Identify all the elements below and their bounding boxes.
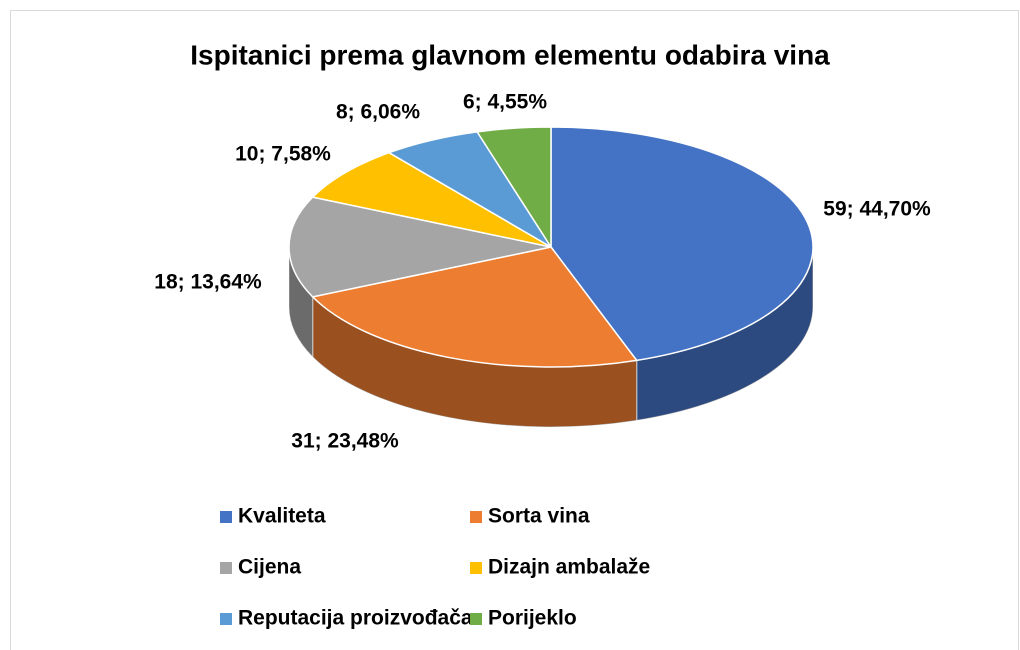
legend-swatch — [220, 562, 232, 574]
data-labels: 59; 44,70% 31; 23,48% 18; 13,64% 10; 7,58%8… — [154, 91, 931, 453]
pie-tops — [288, 126, 814, 368]
legend-label: Sorta vina — [488, 505, 590, 528]
pie-side-shade — [289, 247, 313, 357]
data-label: 6; 4,55% — [463, 91, 547, 114]
pie-side-shade — [636, 247, 813, 421]
pie-slice — [475, 126, 552, 250]
legend-label: Reputacija proizvođača — [238, 607, 473, 630]
chart-title: Ispitanici prema glavnom elementu odabir… — [190, 39, 830, 70]
legend-label: Porijeklo — [488, 607, 577, 630]
data-label: 10; 7,58% — [235, 143, 331, 166]
data-label: 31; 23,48% — [291, 430, 399, 453]
legend-swatch — [470, 562, 482, 574]
pie-slice — [288, 196, 552, 298]
data-label: 59; 44,70% — [823, 198, 931, 221]
legend-swatch — [220, 511, 232, 523]
legend-label: Cijena — [238, 556, 301, 579]
data-label: 18; 13,64% — [154, 271, 262, 294]
pie-slice — [311, 151, 552, 248]
pie-slice — [550, 126, 814, 362]
legend-swatch — [470, 613, 482, 625]
data-label: 8; 6,06% — [336, 101, 420, 124]
legend: Kvaliteta Sorta vina Cijena Dizajn ambalaže… — [220, 505, 650, 630]
legend-label: Dizajn ambalaže — [488, 556, 650, 579]
legend-swatch — [220, 613, 232, 625]
legend-label: Kvaliteta — [238, 505, 326, 528]
pie-slice — [311, 246, 639, 368]
legend-swatch — [470, 511, 482, 523]
